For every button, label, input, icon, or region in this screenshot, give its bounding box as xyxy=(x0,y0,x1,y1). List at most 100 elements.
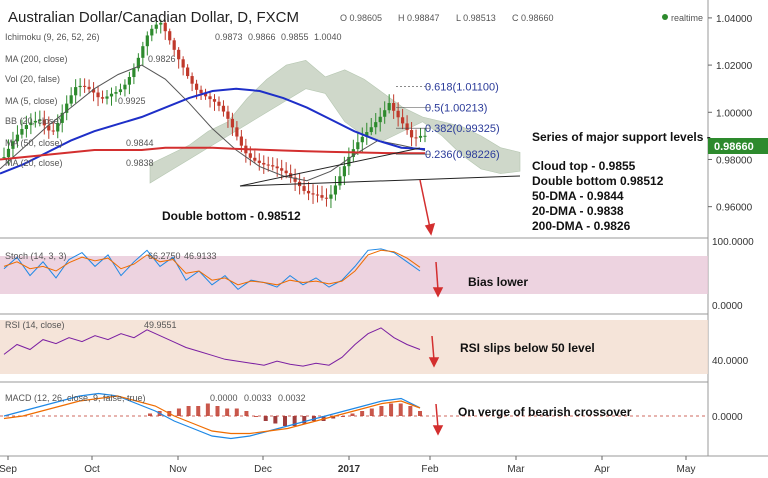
candle-body xyxy=(418,135,423,138)
candle-body xyxy=(96,92,100,98)
candle-body xyxy=(114,92,118,94)
candle-body xyxy=(123,84,127,90)
candle-body xyxy=(392,103,396,111)
ma20-value: 0.9838 xyxy=(126,158,154,168)
candle-body xyxy=(356,142,360,150)
candle-body xyxy=(293,177,297,182)
time-axis[interactable]: Sep Oct Nov Dec 2017 Feb Mar Apr May xyxy=(0,456,695,475)
stoch-value-k: 66.2750 xyxy=(148,251,181,261)
candle-body xyxy=(409,130,414,138)
ichimoku-value-1: 0.9873 xyxy=(215,32,243,42)
candle-body xyxy=(78,85,82,88)
panel-frames xyxy=(0,0,768,457)
macd-bar xyxy=(408,406,413,416)
candle-body xyxy=(248,153,252,158)
candle-body xyxy=(33,120,37,123)
macd-bar xyxy=(379,406,384,416)
candle-body xyxy=(315,194,320,196)
macd-label[interactable]: MACD (12, 26, close, 9, false, true) xyxy=(5,393,146,403)
macd-bar xyxy=(273,416,278,424)
support-level-4: 20-DMA - 0.9838 xyxy=(532,204,624,218)
fib-level-label: 0.236(0.98226) xyxy=(425,149,500,161)
candle-body xyxy=(20,129,24,135)
macd-tick-0: 0.0000 xyxy=(712,412,743,423)
macd-value-line: 0.0033 xyxy=(244,393,272,403)
bb-label[interactable]: BB (20, close) xyxy=(5,116,62,126)
time-tick: Nov xyxy=(169,464,187,475)
macd-bar xyxy=(292,416,297,426)
rsi-label[interactable]: RSI (14, close) xyxy=(5,320,65,330)
price-tick: 0.98000 xyxy=(716,155,753,166)
candle-body xyxy=(374,122,378,128)
time-tick: Oct xyxy=(84,464,100,475)
macd-bar xyxy=(263,416,268,421)
stoch-d-line xyxy=(3,249,421,286)
candle-body xyxy=(230,118,235,128)
macd-bar xyxy=(389,403,394,416)
candle-body xyxy=(329,194,333,199)
stoch-note: Bias lower xyxy=(468,275,528,289)
ma50-label[interactable]: MA (50, close) xyxy=(5,138,63,148)
support-level-5: 200-DMA - 0.9826 xyxy=(532,219,631,233)
ohlc-high: H 0.98847 xyxy=(398,13,440,23)
macd-bar xyxy=(225,408,230,416)
candle-body xyxy=(6,148,11,158)
candle-body xyxy=(56,122,60,132)
candles xyxy=(2,19,427,209)
candle-body xyxy=(42,119,46,126)
stoch-label[interactable]: Stoch (14, 3, 3) xyxy=(5,251,67,261)
support-level-3: 50-DMA - 0.9844 xyxy=(532,189,624,203)
candle-body xyxy=(271,165,275,167)
candle-body xyxy=(154,24,158,29)
candle-body xyxy=(141,46,145,58)
macd-bar xyxy=(196,406,201,416)
candle-body xyxy=(74,87,78,96)
fib-level-label: 0.5(1.00213) xyxy=(425,102,487,114)
ichimoku-value-4: 1.0040 xyxy=(314,32,342,42)
ma200-label[interactable]: MA (200, close) xyxy=(5,54,68,64)
macd-bar xyxy=(369,408,374,416)
candle-body xyxy=(83,85,87,87)
vol-label[interactable]: Vol (20, false) xyxy=(5,74,60,84)
rsi-band xyxy=(0,320,708,374)
stoch-value-d: 46.9133 xyxy=(184,251,217,261)
candle-body xyxy=(324,197,329,199)
macd-signal-line xyxy=(3,395,421,435)
price-axis[interactable]: 1.04000 1.02000 1.00000 0.98000 0.96000 xyxy=(708,14,753,214)
candle-body xyxy=(360,136,364,143)
ma5-label[interactable]: MA (5, close) xyxy=(5,96,58,106)
candle-body xyxy=(159,22,163,25)
candle-body xyxy=(11,141,15,149)
candle-body xyxy=(378,116,382,123)
candle-body xyxy=(127,77,132,85)
candle-body xyxy=(396,110,400,118)
candle-body xyxy=(235,127,239,137)
candle-body xyxy=(320,195,324,198)
macd-bar xyxy=(360,411,365,416)
realtime-dot-icon xyxy=(662,14,668,20)
candle-body xyxy=(199,89,203,94)
candle-body xyxy=(257,160,261,163)
candle-body xyxy=(51,130,55,132)
ma20-label[interactable]: MA (20, close) xyxy=(5,158,63,168)
candle-body xyxy=(401,117,405,124)
fib-level-label: 0.618(1.01100) xyxy=(425,81,499,93)
candle-body xyxy=(275,166,279,169)
candle-body xyxy=(190,76,194,84)
ichimoku-label[interactable]: Ichimoku (9, 26, 52, 26) xyxy=(5,32,100,42)
candle-body xyxy=(150,28,154,36)
macd-bar xyxy=(418,411,422,416)
price-badge-text: 0.98660 xyxy=(714,141,754,153)
candle-body xyxy=(2,157,6,159)
macd-bar xyxy=(340,416,345,417)
ichimoku-value-3: 0.9855 xyxy=(281,32,309,42)
candle-body xyxy=(100,97,105,99)
candle-body xyxy=(347,156,351,167)
macd-bar xyxy=(283,416,287,426)
time-tick: May xyxy=(677,464,696,475)
macd-bar xyxy=(148,413,152,416)
candle-body xyxy=(91,89,96,93)
time-tick: Mar xyxy=(507,464,525,475)
candle-body xyxy=(172,40,176,50)
